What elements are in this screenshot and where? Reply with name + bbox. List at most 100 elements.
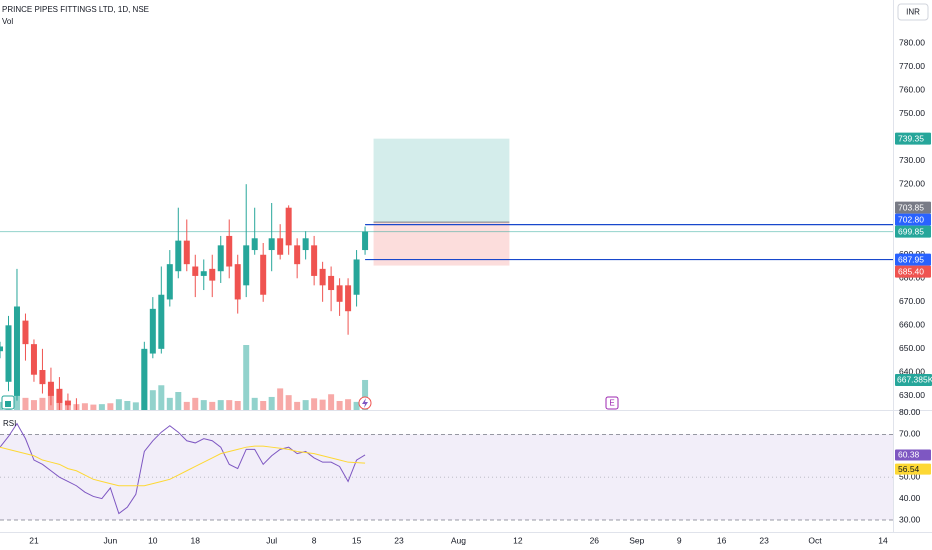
volume-label-bg (895, 373, 932, 386)
candle-body (226, 235, 233, 267)
candle-body (0, 346, 3, 352)
candle-body (268, 238, 275, 251)
volume-bar (192, 397, 199, 410)
candle-body (302, 238, 309, 251)
rsi-value-bg (895, 449, 931, 461)
volume-bar (226, 400, 233, 410)
candle-body (64, 400, 71, 406)
y-tick-label: 720.00 (899, 178, 925, 188)
candle-body (30, 344, 37, 375)
y-tick-label: 780.00 (899, 37, 925, 47)
y-tick-label: 630.00 (899, 390, 925, 400)
candle-body (243, 245, 250, 286)
volume-bar (328, 394, 335, 410)
candle-body (47, 381, 54, 396)
price-label: 699.85 (898, 226, 924, 236)
candle-body (39, 370, 46, 385)
y-tick-label: 750.00 (899, 108, 925, 118)
price-label: 702.80 (898, 214, 924, 224)
x-tick-label: Aug (451, 535, 466, 545)
volume-bar (268, 396, 275, 410)
candle-body (311, 245, 318, 276)
rsi-line (0, 445, 366, 487)
x-tick-label: Jun (104, 535, 118, 545)
earnings-letter[interactable]: E (609, 399, 614, 408)
volume-bar (319, 399, 326, 410)
earnings-icon[interactable]: E (605, 396, 619, 410)
candle-body (183, 240, 190, 265)
volume-bar (132, 402, 139, 410)
rsi-value-label: 56.54 (898, 464, 920, 474)
symbol-title: PRINCE PIPES FITTINGS LTD, 1D, NSE (2, 5, 149, 14)
price-label: 685.40 (898, 266, 924, 276)
volume-bar (302, 400, 309, 410)
y-tick-label: 670.00 (899, 296, 925, 306)
candle-body (56, 388, 63, 403)
volume-bar (336, 401, 343, 410)
volume-bar (217, 400, 224, 410)
profit-zone (373, 138, 510, 223)
volume-bar (234, 401, 241, 410)
candle-body (251, 238, 258, 251)
volume-bar (158, 385, 165, 410)
volume-bar (209, 401, 216, 410)
dividend-icon[interactable] (358, 396, 372, 410)
candle-body (353, 259, 360, 295)
volume-bar (124, 401, 131, 410)
x-tick-label: 8 (312, 535, 317, 545)
volume-bar (90, 404, 97, 410)
volume-legend: Vol (2, 17, 13, 26)
rsi-line (0, 422, 366, 515)
candle-body (345, 285, 352, 312)
x-tick-label: Jul (266, 535, 277, 545)
rsi-tick-label: 40.00 (899, 493, 921, 503)
candle-body (13, 306, 20, 396)
x-tick-label: 10 (148, 535, 158, 545)
candle-body (192, 266, 199, 276)
volume-bar (115, 399, 122, 410)
x-tick-label: 16 (717, 535, 727, 545)
candle-body (336, 285, 343, 302)
volume-bar (311, 398, 318, 410)
volume-bar (166, 397, 173, 410)
x-tick-label: Oct (808, 535, 822, 545)
volume-bar (243, 345, 250, 410)
volume-bar (107, 403, 114, 410)
y-tick-label: 770.00 (899, 61, 925, 71)
icon-frame[interactable] (605, 396, 619, 410)
volume-bar (98, 404, 105, 410)
volume-bar (183, 401, 190, 410)
currency-label[interactable]: INR (906, 8, 920, 17)
candle-body (22, 320, 29, 345)
volume-label: 667.385K (897, 375, 932, 385)
axes: 780.00770.00760.00750.00740.00730.00720.… (29, 37, 932, 545)
loss-zone (373, 222, 510, 266)
volume-bar (362, 379, 369, 410)
currency-button[interactable] (897, 3, 929, 21)
x-tick-label: 23 (759, 535, 769, 545)
x-tick-label: 14 (878, 535, 888, 545)
candle-body (141, 348, 148, 410)
volume-bar (353, 401, 360, 410)
price-label-bg (895, 265, 931, 278)
volume-bar (81, 403, 88, 410)
rsi-band (0, 434, 893, 521)
volume-bar (175, 392, 182, 410)
x-tick-label: 9 (677, 535, 682, 545)
price-label-bg (895, 201, 931, 214)
x-tick-label: 15 (352, 535, 362, 545)
rsi-legend: RSI (3, 419, 16, 428)
icon-glyph[interactable] (362, 398, 368, 408)
icon-glyph[interactable] (5, 401, 11, 407)
x-tick-label: 12 (513, 535, 523, 545)
candle-body (158, 294, 165, 349)
y-tick-label: 760.00 (899, 84, 925, 94)
price-label: 703.85 (898, 202, 924, 212)
candle-body (200, 271, 207, 276)
volume-icon[interactable] (1, 395, 15, 410)
y-tick-label: 650.00 (899, 343, 925, 353)
volume-bar (285, 395, 292, 410)
y-tick-label: 640.00 (899, 367, 925, 377)
rsi-tick-label: 30.00 (899, 514, 921, 524)
x-tick-label: Sep (629, 535, 644, 545)
